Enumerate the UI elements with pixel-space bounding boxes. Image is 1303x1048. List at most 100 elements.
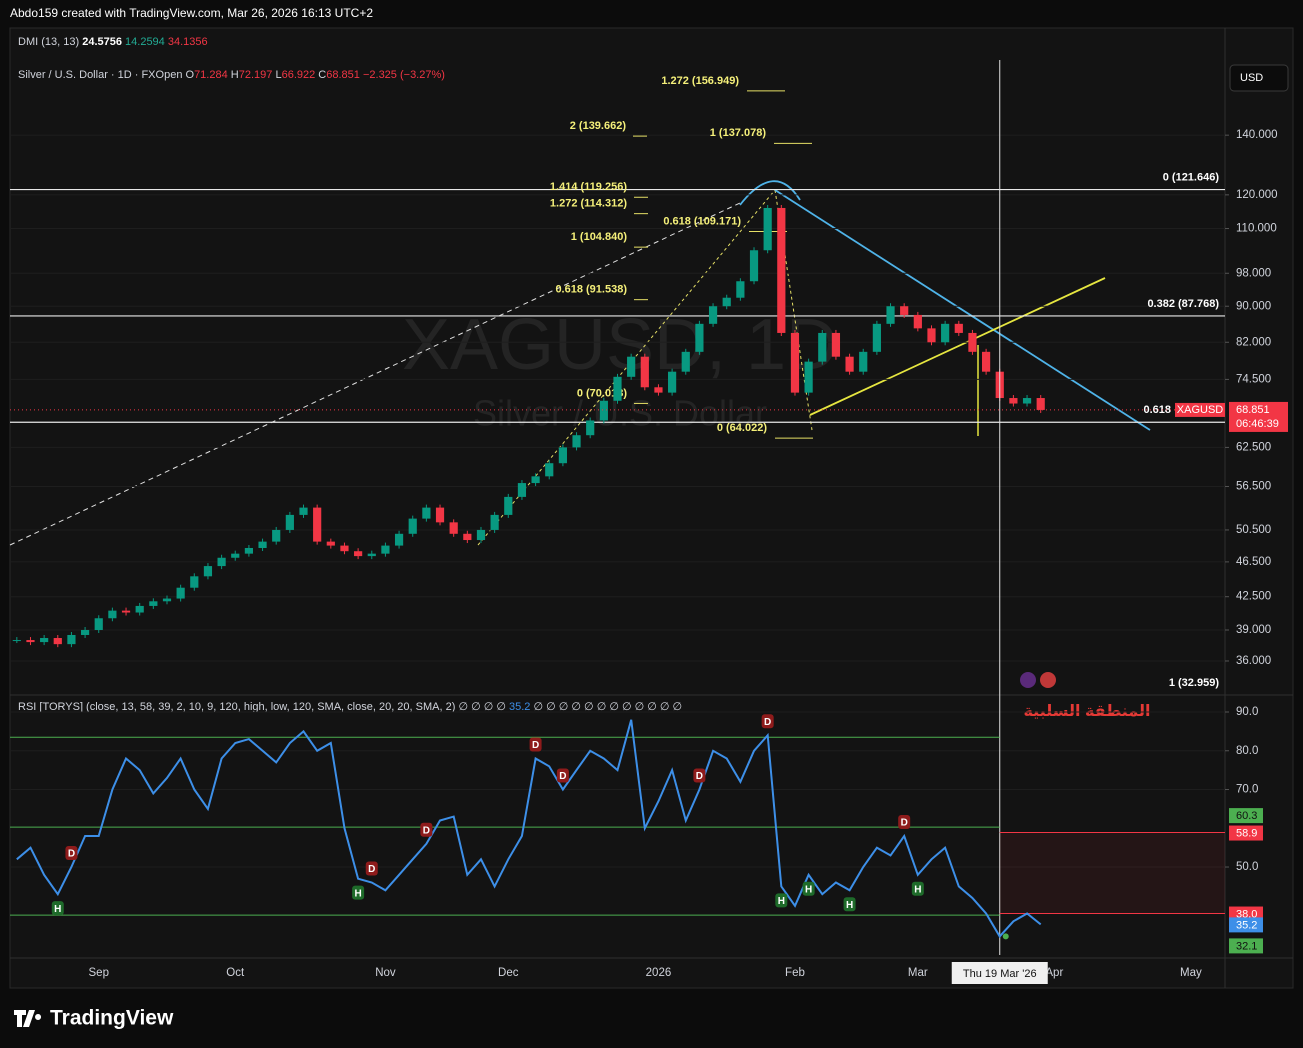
candle [913, 314, 922, 329]
fib-level-label: 1 (32.959) [1169, 677, 1219, 689]
candle [435, 507, 445, 523]
symbol-name: Silver / U.S. Dollar · 1D · FXOpen [18, 69, 182, 81]
x-tick-label: Apr [1045, 967, 1063, 979]
candle [613, 376, 622, 401]
candle [586, 420, 595, 436]
watermark-symbol: XAGUSD, 1D [402, 305, 838, 385]
support-line [809, 277, 1106, 416]
candle [640, 356, 649, 388]
signal-badge [420, 822, 433, 837]
candle [558, 447, 567, 464]
signal-badge [911, 881, 924, 896]
candle [777, 207, 786, 333]
x-tick-label: Sep [89, 967, 109, 979]
candle [504, 496, 513, 515]
signal-label: D [764, 717, 771, 728]
candle [53, 638, 62, 645]
candle [954, 323, 963, 333]
candle [763, 207, 772, 251]
price-tag-value: 68.851 [1236, 404, 1270, 416]
rsi-badge-label: 35.2 [1236, 919, 1257, 931]
ticker-tag [1175, 402, 1225, 417]
fib-label: 1.272 (114.312) [550, 198, 627, 210]
signal-label: D [68, 849, 75, 860]
signal-badge [761, 714, 774, 729]
candle [681, 351, 690, 372]
rsi-title: RSI [TORYS] (close, 13, 58, 39, 2, 10, 9… [18, 701, 455, 713]
crosshair-date: Thu 19 Mar '26 [963, 968, 1037, 980]
candle [258, 541, 267, 548]
candle [545, 463, 554, 477]
candle [190, 576, 199, 588]
x-tick-label: Oct [226, 967, 245, 979]
candle [831, 332, 841, 357]
x-tick-label: Feb [785, 967, 805, 979]
signal-badge [65, 846, 78, 861]
candle [381, 545, 390, 554]
candle [299, 507, 308, 515]
rsi-legend: RSI [TORYS] (close, 13, 58, 39, 2, 10, 9… [18, 701, 682, 713]
candle [26, 640, 35, 643]
candle [367, 553, 376, 557]
brand: TradingView [50, 1007, 174, 1030]
candle [845, 356, 854, 372]
candle [449, 522, 458, 534]
x-tick-label: Mar [908, 967, 928, 979]
candle [722, 297, 731, 307]
signal-badge [51, 901, 64, 916]
candle [463, 533, 472, 541]
fib-level-label: 0.382 (87.768) [1147, 298, 1219, 310]
candle [1009, 398, 1018, 404]
rsi-line [16, 719, 1042, 939]
y-tick-label: 36.000 [1236, 655, 1271, 667]
signal-label: D [559, 771, 566, 782]
event-icon[interactable] [1040, 672, 1056, 688]
x-tick-label: Nov [375, 967, 396, 979]
rsi-badge [1229, 825, 1263, 841]
candle [121, 610, 131, 613]
top-arc [739, 180, 801, 206]
signal-label: D [901, 818, 908, 829]
y-tick-label: 70.0 [1236, 784, 1258, 796]
candle [176, 587, 185, 599]
candle [886, 306, 895, 324]
dmi-value: 34.1356 [168, 36, 208, 48]
ticker-tag-label: XAGUSD [1177, 404, 1224, 416]
candle [12, 640, 21, 642]
signal-badge [898, 815, 911, 830]
dmi-name: DMI (13, 13) [18, 36, 79, 48]
rsi-badge-label: 32.1 [1236, 940, 1257, 952]
signal-badge [775, 893, 788, 908]
candle [149, 601, 158, 606]
candle [668, 371, 677, 393]
candle [408, 518, 417, 534]
ohlc-label: C [318, 69, 326, 81]
candle [135, 605, 144, 613]
candle [394, 533, 404, 546]
signal-label: H [805, 884, 812, 895]
signal-label: D [696, 771, 703, 782]
y-tick-label: 74.500 [1236, 373, 1271, 385]
ohlc-label: H [231, 69, 239, 81]
y-tick-label: 90.000 [1236, 300, 1271, 312]
currency-label[interactable]: USD [1240, 72, 1263, 84]
currency-button[interactable] [1229, 64, 1289, 92]
candle [313, 507, 322, 542]
candle [627, 356, 636, 377]
credit: Abdo159 created with TradingView.com, Ma… [10, 6, 373, 20]
candle [285, 514, 294, 530]
event-icon[interactable] [1020, 672, 1036, 688]
candle [982, 351, 991, 372]
signal-label: H [54, 904, 61, 915]
candle [517, 483, 527, 497]
candle [900, 306, 909, 315]
change: −2.325 (−3.27%) [363, 69, 445, 81]
candle [231, 553, 240, 558]
fib-label: 0.618 (109.171) [663, 215, 741, 227]
fib-label: 1 (137.078) [710, 127, 767, 139]
candle [872, 323, 881, 352]
fib-leg [774, 189, 813, 431]
candle [941, 323, 950, 343]
signal-badge [529, 737, 542, 752]
symbol-legend: Silver / U.S. Dollar · 1D · FXOpen O71.2… [18, 69, 445, 81]
